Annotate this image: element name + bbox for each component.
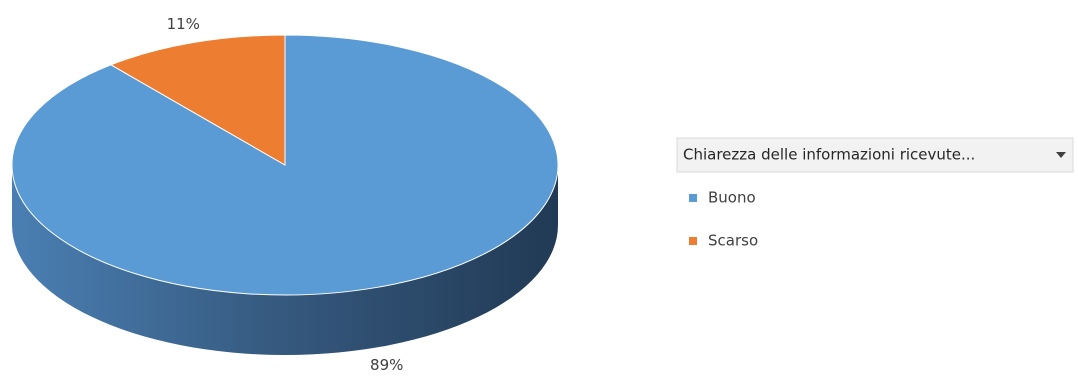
- legend-title: Chiarezza delle informazioni ricevute...: [683, 146, 975, 164]
- legend-swatch: [689, 194, 697, 202]
- legend-header[interactable]: [676, 137, 1074, 173]
- legend-swatch: [689, 237, 697, 245]
- data-label: 11%: [167, 15, 200, 33]
- legend-label: Buono: [708, 189, 756, 207]
- data-label: 89%: [370, 356, 403, 374]
- dropdown-arrow[interactable]: [1056, 152, 1066, 158]
- pie-side: [12, 165, 558, 355]
- legend: Chiarezza delle informazioni ricevute...: [676, 137, 1074, 173]
- legend-label: Scarso: [708, 232, 758, 250]
- pie-slice: [109, 34, 286, 166]
